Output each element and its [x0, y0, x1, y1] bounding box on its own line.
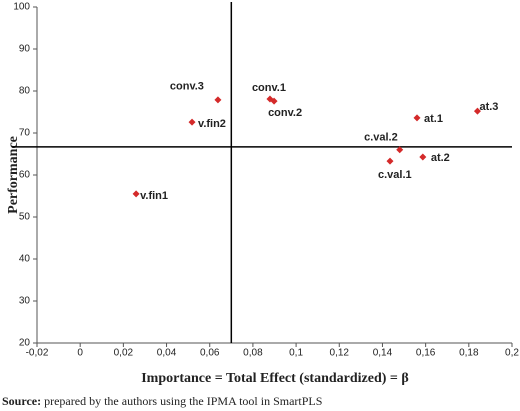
point-label: conv.1 — [252, 82, 286, 94]
y-tick-label: 100 — [13, 2, 30, 13]
source-note: Source: prepared by the authors using th… — [2, 394, 322, 408]
point-label: v.fin2 — [198, 118, 226, 130]
y-axis-title: Performance — [6, 136, 21, 214]
point-label: c.val.2 — [364, 132, 398, 144]
x-tick-label: 0 — [77, 348, 83, 359]
point-label: conv.3 — [170, 81, 204, 93]
x-tick-label: 0,06 — [200, 348, 220, 359]
x-tick-label: -0,02 — [26, 348, 49, 359]
y-tick-label: 50 — [19, 212, 31, 223]
point-label: v.fin1 — [140, 190, 168, 202]
point-label: conv.2 — [268, 107, 302, 119]
y-tick-label: 20 — [19, 338, 31, 349]
y-tick-label: 40 — [19, 254, 31, 265]
x-tick-label: 0,2 — [505, 348, 519, 359]
point — [132, 190, 140, 198]
y-tick-label: 60 — [19, 170, 31, 181]
point — [396, 146, 404, 154]
x-tick-label: 0,02 — [114, 348, 134, 359]
point — [386, 157, 394, 165]
x-tick-label: 0,14 — [373, 348, 393, 359]
point — [214, 96, 222, 104]
point-label: c.val.1 — [378, 169, 412, 181]
point — [473, 107, 481, 115]
x-tick-label: 0,12 — [330, 348, 350, 359]
x-tick-label: 0,04 — [157, 348, 177, 359]
point-label: at.1 — [424, 113, 443, 125]
y-tick-label: 80 — [19, 86, 31, 97]
point — [270, 97, 278, 105]
x-tick-label: 0,16 — [416, 348, 436, 359]
point — [413, 114, 421, 122]
y-tick-label: 30 — [19, 296, 31, 307]
point — [419, 153, 427, 161]
x-tick-label: 0,1 — [289, 348, 303, 359]
point — [188, 118, 196, 126]
point-label: at.3 — [479, 101, 498, 113]
x-axis-title: Importance = Total Effect (standardized)… — [141, 371, 409, 386]
x-tick-label: 0,18 — [459, 348, 479, 359]
y-tick-label: 90 — [19, 44, 31, 55]
x-tick-label: 0,08 — [243, 348, 263, 359]
source-label: Source: — [2, 394, 41, 408]
source-text: prepared by the authors using the IPMA t… — [41, 394, 322, 408]
point-label: at.2 — [431, 152, 450, 164]
y-tick-label: 70 — [19, 128, 31, 139]
